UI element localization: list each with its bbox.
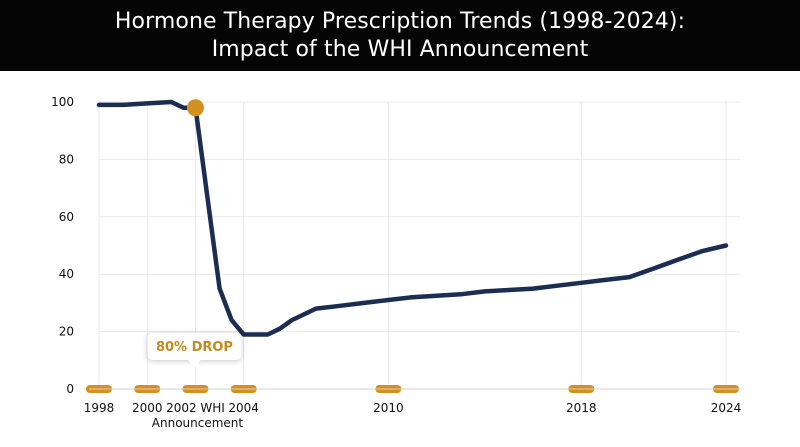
series-line — [96, 99, 729, 337]
callout-label: 80% DROP — [156, 340, 233, 355]
y-tick-label: 40 — [59, 267, 74, 281]
series-layer — [96, 99, 729, 337]
x-tick-label: 2002 WHI — [166, 401, 225, 415]
callout-pointer — [187, 359, 202, 368]
callout-box — [147, 333, 242, 360]
announcement-marker — [186, 99, 204, 117]
x-tick-label: 2004 — [228, 401, 259, 415]
chart-title-line-2: Impact of the WHI Announcement — [211, 36, 589, 62]
y-tick-label: 20 — [59, 325, 74, 339]
y-tick-label: 60 — [59, 210, 74, 224]
x-tick-label: 2010 — [373, 401, 404, 415]
x-tick-label: 1998 — [84, 401, 115, 415]
y-tick-label: 80 — [59, 152, 74, 166]
x-tick-label: 2018 — [566, 401, 597, 415]
y-tick-label: 100 — [51, 95, 74, 109]
chart-title-bar: Hormone Therapy Prescription Trends (199… — [0, 0, 800, 71]
y-axis: 0 20 40 60 80 100 — [51, 95, 74, 396]
x-tick-label-line-2: Announcement — [152, 416, 244, 430]
chart-title-line-1: Hormone Therapy Prescription Trends (199… — [114, 8, 686, 34]
x-tick-label: 2000 — [132, 401, 163, 415]
line-chart: 0 20 40 60 80 100 1998 2000 2002 WHIAnnouncemen… — [51, 95, 742, 430]
x-tick-label: 2024 — [711, 401, 742, 415]
drop-callout: 80% DROP — [147, 333, 242, 368]
y-tick-label: 0 — [66, 382, 74, 396]
grid-lines — [98, 101, 740, 389]
